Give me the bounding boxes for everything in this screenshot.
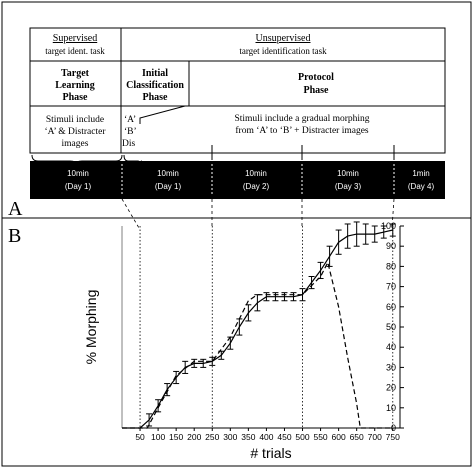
y-axis-label: % Morphing <box>83 290 99 365</box>
x-tick-label: 650 <box>350 432 364 442</box>
y-tick-label: 60 <box>386 302 396 312</box>
phase2-title: Classification <box>126 80 184 91</box>
y-tick-label: 0 <box>391 423 396 433</box>
x-tick-label: 300 <box>223 432 237 442</box>
dashed-series-line <box>122 260 393 429</box>
timeline-duration: 1min <box>412 169 429 178</box>
stimuli-1: Stimuli include <box>46 115 104 125</box>
x-tick-label: 550 <box>313 432 327 442</box>
y-tick-label: 10 <box>386 403 396 413</box>
x-tick-label: 100 <box>151 432 165 442</box>
solid-series-line <box>122 229 393 429</box>
timeline-day: (Day 4) <box>408 182 435 191</box>
y-tick-label: 50 <box>386 322 396 332</box>
panel-a: Supervised target ident. task Unsupervis… <box>8 27 446 220</box>
panel-label-b: B <box>8 225 21 247</box>
pointer-line <box>139 105 186 124</box>
timeline-day: (Day 3) <box>335 182 362 191</box>
x-tick-label: 750 <box>386 432 400 442</box>
x-tick-label: 250 <box>205 432 219 442</box>
timeline-day: (Day 2) <box>243 182 270 191</box>
y-tick-label: 80 <box>386 261 396 271</box>
phase1-title: Phase <box>63 92 89 103</box>
timeline-duration: 10min <box>245 169 267 178</box>
phase2-title: Phase <box>143 92 169 103</box>
connector-line <box>121 198 140 229</box>
unsupervised-sub: target identification task <box>239 46 327 56</box>
x-tick-label: 150 <box>169 432 183 442</box>
phase1-title: Target <box>61 68 90 79</box>
stimuli-2: ‘A’ <box>124 115 136 125</box>
stimuli-1: images <box>62 139 89 149</box>
timeline-duration: 10min <box>67 169 89 178</box>
stimuli-3: Stimuli include a gradual morphing <box>234 114 369 124</box>
stimuli-3: from ‘A’ to ‘B’ + Distracter images <box>235 125 369 136</box>
x-tick-label: 450 <box>277 432 291 442</box>
phase3-title: Protocol <box>298 72 334 83</box>
x-tick-label: 600 <box>332 432 346 442</box>
x-tick-label: 400 <box>259 432 273 442</box>
supervised-header: Supervised <box>53 33 97 44</box>
y-tick-label: 70 <box>386 282 396 292</box>
x-tick-label: 700 <box>368 432 382 442</box>
panel-label-a: A <box>8 198 23 220</box>
stimuli-2: ‘B’ <box>124 127 137 137</box>
phase3-title: Phase <box>304 85 330 96</box>
timeline-duration: 10min <box>157 169 179 178</box>
unsupervised-header: Unsupervised <box>256 33 311 44</box>
stimuli-2: Dis <box>122 139 136 149</box>
timeline-day: (Day 1) <box>65 182 92 191</box>
y-tick-label: 40 <box>386 342 396 352</box>
timeline-day: (Day 1) <box>155 182 182 191</box>
connectors <box>121 198 395 229</box>
connector-line <box>391 198 395 229</box>
supervised-sub: target ident. task <box>45 46 105 56</box>
phase-table <box>29 27 446 154</box>
stimuli-1: ‘A’ & Distracter <box>44 127 106 137</box>
y-tick-label: 20 <box>386 383 396 393</box>
y-tick-label: 100 <box>381 221 396 231</box>
timeline-duration: 10min <box>337 169 359 178</box>
x-tick-label: 500 <box>295 432 309 442</box>
x-tick-label: 200 <box>187 432 201 442</box>
morphing-chart: 0 10 20 30 40 50 60 70 80 90 100 50 100 150 200 250 300 3… <box>83 221 404 461</box>
y-tick-label: 30 <box>386 362 396 372</box>
timeline-bar <box>30 161 445 199</box>
x-tick-label: 50 <box>135 432 145 442</box>
y-tick-label: 90 <box>386 241 396 251</box>
x-tick-label: 350 <box>241 432 255 442</box>
phase1-title: Learning <box>55 80 94 91</box>
x-axis-label: # trials <box>250 445 291 461</box>
phase2-title: Initial <box>142 68 168 79</box>
